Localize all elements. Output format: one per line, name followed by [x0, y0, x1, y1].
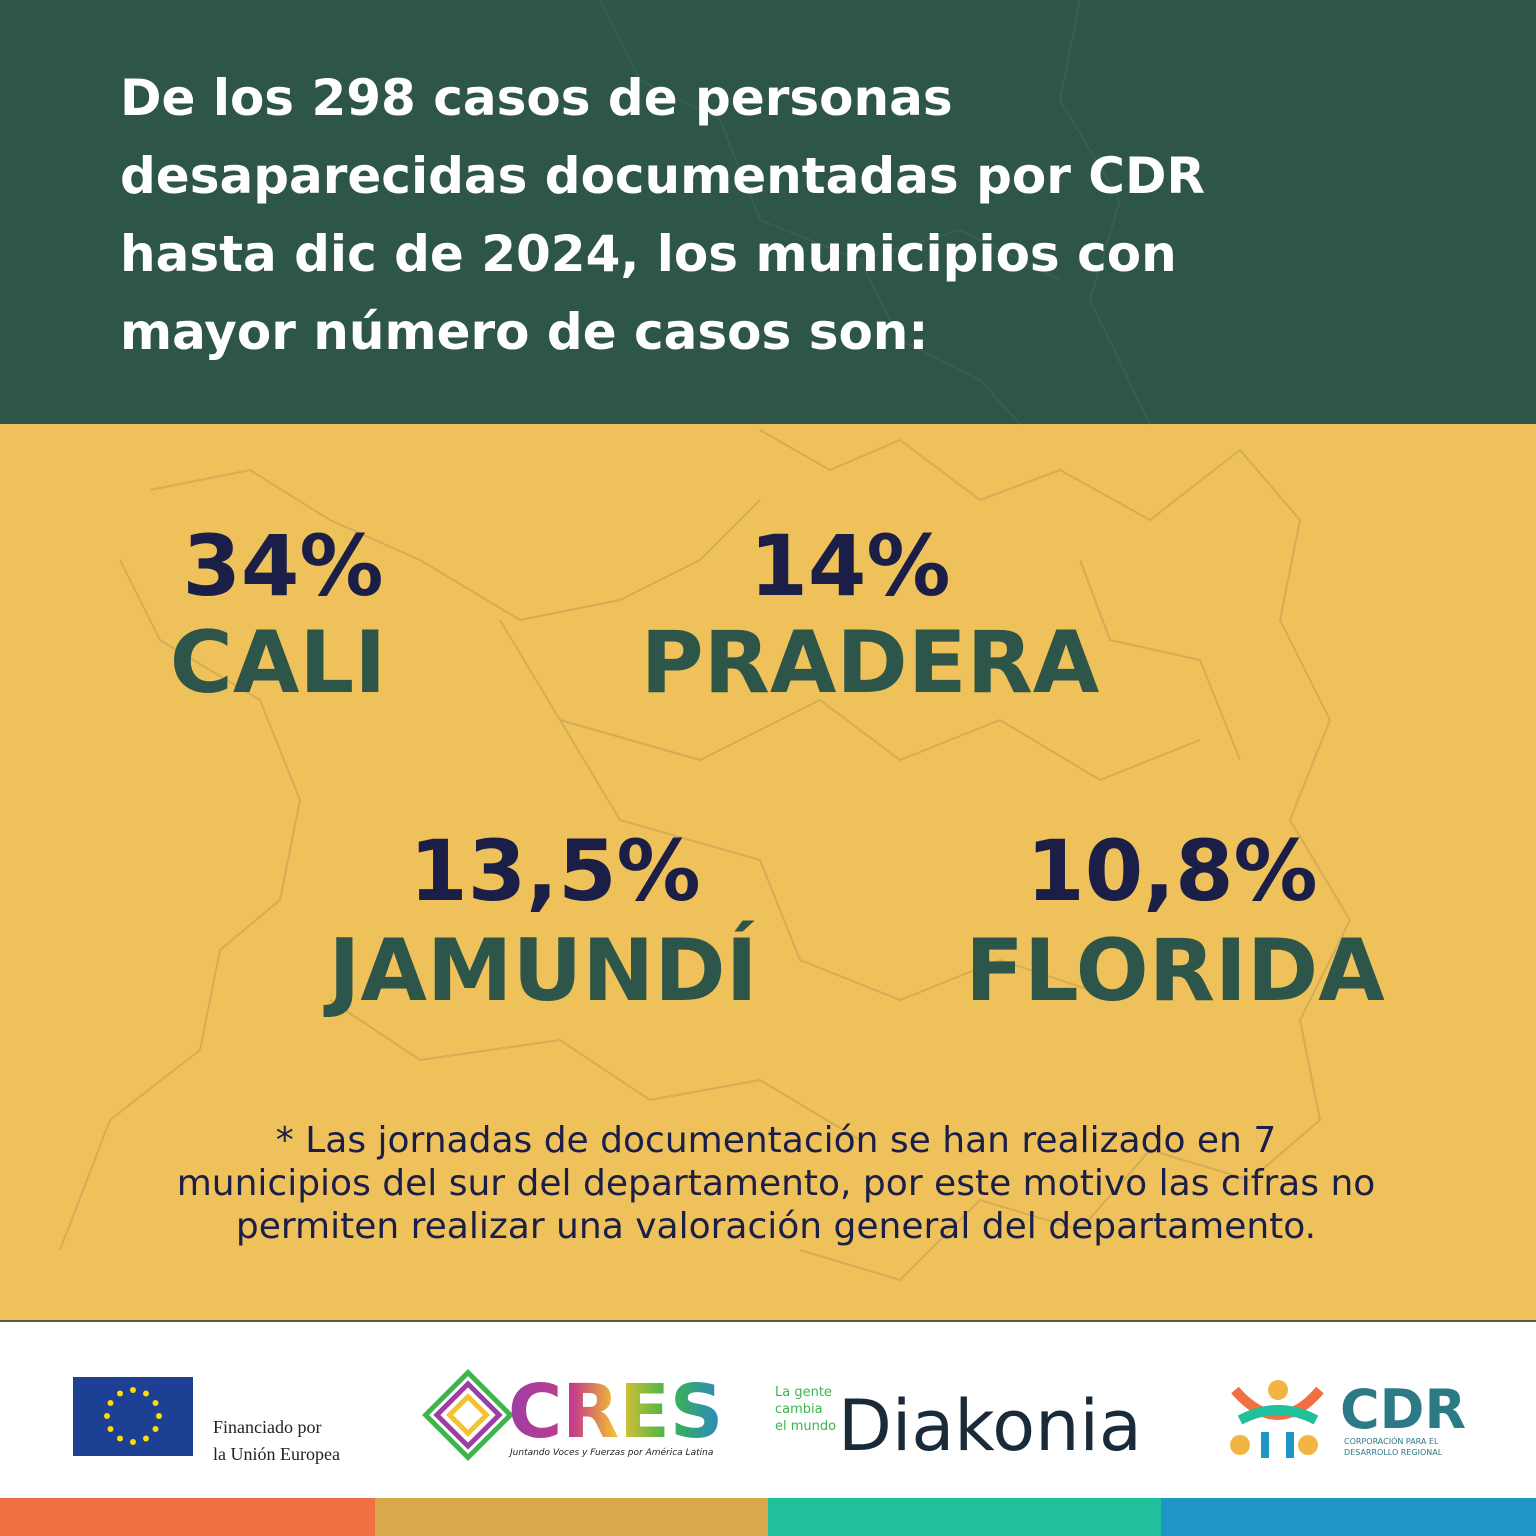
- eu-star: [107, 1400, 114, 1406]
- map-outline: [599, 0, 1151, 425]
- eu-star: [130, 1387, 136, 1393]
- note-line: permiten realizar una valoración general…: [236, 1206, 1316, 1247]
- color-bar: [768, 1498, 1161, 1536]
- eu-star: [130, 1439, 136, 1445]
- stat-percent: 13,5%: [409, 822, 700, 920]
- diakonia-slogan: cambia: [775, 1402, 823, 1417]
- eu-text: la Unión Europea: [213, 1444, 340, 1464]
- eu-star: [143, 1435, 149, 1442]
- eu-star: [117, 1390, 123, 1397]
- cres-logo: CRES Juntando Voces y Fuerzas por Améric…: [422, 1369, 723, 1461]
- eu-star: [104, 1413, 110, 1419]
- stat-percent: 34%: [182, 517, 383, 615]
- title: De los 298 casos de personas desaparecid…: [120, 69, 1205, 361]
- cres-mark: [422, 1369, 514, 1461]
- eu-text: Financiado por: [213, 1417, 321, 1437]
- eu-star: [152, 1426, 159, 1432]
- eu-star: [152, 1400, 159, 1406]
- eu-star: [107, 1426, 114, 1432]
- note-line: municipios del sur del departamento, por…: [177, 1163, 1376, 1204]
- cdr-subtitle: DESARROLLO REGIONAL: [1344, 1448, 1443, 1457]
- cdr-mark: [1261, 1432, 1294, 1458]
- eu-logo: Financiado por la Unión Europea: [73, 1377, 340, 1464]
- header-bg: [0, 0, 1536, 424]
- stat-municipality: FLORIDA: [965, 921, 1385, 1021]
- title-line: De los 298 casos de personas: [120, 69, 953, 127]
- cdr-logo: CDR CORPORACIÓN PARA EL DESARROLLO REGIO…: [1230, 1378, 1466, 1458]
- eu-star: [143, 1390, 149, 1397]
- cdr-mark: [1237, 1405, 1319, 1425]
- title-line: mayor número de casos son:: [120, 303, 928, 361]
- color-bar: [375, 1498, 768, 1536]
- stat-percent: 10,8%: [1026, 822, 1317, 920]
- map-outline: [59, 429, 1352, 1282]
- stat-municipality: CALI: [170, 613, 386, 713]
- diakonia-slogan: el mundo: [775, 1419, 836, 1434]
- eu-star: [117, 1435, 123, 1442]
- eu-star: [156, 1413, 162, 1419]
- stat-municipality: PRADERA: [641, 613, 1100, 713]
- eu-stars: [104, 1387, 162, 1445]
- cres-name: CRES: [508, 1369, 723, 1455]
- stat-municipality: JAMUNDÍ: [323, 920, 757, 1021]
- diakonia-logo: La gente cambia el mundo Diakonia: [775, 1385, 1142, 1467]
- diakonia-slogan: La gente: [775, 1385, 832, 1400]
- color-bar: [1161, 1498, 1536, 1536]
- cdr-mark: [1268, 1380, 1288, 1400]
- diakonia-name: Diakonia: [838, 1385, 1142, 1467]
- stat-percent: 14%: [749, 517, 950, 615]
- cdr-mark: [1298, 1435, 1318, 1455]
- cdr-subtitle: CORPORACIÓN PARA EL: [1344, 1435, 1439, 1446]
- title-line: desaparecidas documentadas por CDR: [120, 147, 1205, 205]
- cres-tagline: Juntando Voces y Fuerzas por América Lat…: [508, 1447, 713, 1458]
- cdr-mark: [1230, 1435, 1250, 1455]
- body-bg: [0, 424, 1536, 1320]
- title-line: hasta dic de 2024, los municipios con: [120, 225, 1177, 283]
- cdr-name: CDR: [1340, 1378, 1466, 1441]
- color-bar: [0, 1498, 375, 1536]
- note-line: * Las jornadas de documentación se han r…: [276, 1120, 1276, 1161]
